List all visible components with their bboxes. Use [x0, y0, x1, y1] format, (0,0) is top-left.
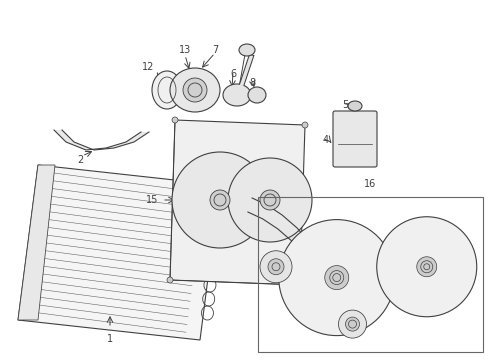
Text: 10: 10: [384, 258, 396, 268]
Text: 11: 11: [314, 277, 326, 287]
Text: 12: 12: [142, 62, 154, 72]
Text: 1: 1: [107, 334, 113, 344]
Circle shape: [214, 194, 226, 206]
Circle shape: [183, 78, 207, 102]
Circle shape: [417, 257, 437, 277]
FancyBboxPatch shape: [333, 111, 377, 167]
Circle shape: [172, 117, 178, 123]
Circle shape: [325, 266, 349, 289]
Circle shape: [377, 217, 477, 317]
Text: 15: 15: [146, 195, 158, 205]
Circle shape: [279, 220, 395, 336]
Circle shape: [297, 282, 303, 288]
Circle shape: [228, 158, 312, 242]
Circle shape: [260, 251, 292, 283]
Text: 5: 5: [342, 100, 348, 110]
Circle shape: [330, 271, 344, 285]
Text: 11: 11: [427, 258, 439, 268]
Circle shape: [424, 264, 430, 270]
Text: 14: 14: [302, 290, 314, 300]
Polygon shape: [248, 198, 327, 287]
Circle shape: [421, 261, 433, 273]
Circle shape: [210, 190, 230, 210]
Text: 13: 13: [179, 45, 191, 55]
Polygon shape: [54, 130, 149, 150]
Ellipse shape: [223, 84, 251, 106]
Circle shape: [268, 259, 284, 275]
Ellipse shape: [239, 44, 255, 56]
Text: 2: 2: [77, 155, 83, 165]
Circle shape: [302, 122, 308, 128]
Ellipse shape: [170, 68, 220, 112]
Circle shape: [172, 152, 268, 248]
Text: 16: 16: [365, 179, 377, 189]
Ellipse shape: [421, 242, 435, 254]
Circle shape: [167, 277, 173, 283]
Circle shape: [188, 83, 202, 97]
Text: 4: 4: [323, 135, 329, 145]
Circle shape: [348, 320, 357, 328]
Circle shape: [339, 310, 367, 338]
Text: 7: 7: [212, 45, 218, 55]
Circle shape: [260, 190, 280, 210]
Ellipse shape: [248, 87, 266, 103]
Text: 8: 8: [249, 78, 255, 88]
Ellipse shape: [152, 71, 182, 109]
Bar: [258, 197, 483, 352]
Polygon shape: [170, 120, 305, 285]
Text: 6: 6: [230, 69, 236, 79]
Circle shape: [272, 263, 280, 271]
Ellipse shape: [348, 101, 362, 111]
Circle shape: [333, 274, 341, 282]
Polygon shape: [18, 165, 55, 320]
Polygon shape: [365, 243, 420, 257]
Text: 9: 9: [234, 97, 240, 107]
Circle shape: [264, 194, 276, 206]
Text: 3: 3: [287, 255, 293, 265]
Circle shape: [345, 317, 360, 331]
Polygon shape: [18, 165, 220, 340]
